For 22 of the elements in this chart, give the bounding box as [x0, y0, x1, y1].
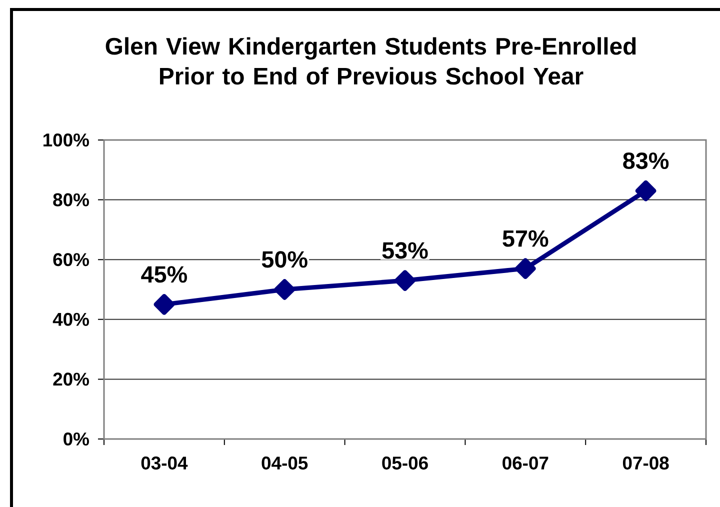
y-tick-label: 20% — [53, 372, 89, 386]
point — [394, 270, 416, 291]
y-tick-label: 60% — [53, 253, 89, 266]
y-tick-label: 100% — [43, 133, 89, 147]
chart-title: Glen View Kindergarten Students Pre-Enrolled Prior to End of Previous School Year — [106, 37, 636, 85]
x-tick-label: 07-08 — [622, 456, 669, 470]
data-label: 83% — [623, 152, 669, 170]
y-tick-label: 80% — [53, 193, 89, 206]
point — [154, 294, 175, 315]
point — [274, 279, 296, 300]
y-tick-label: 40% — [52, 312, 89, 326]
x-tick-label: 03-04 — [141, 456, 188, 470]
x-tick-label: 05-06 — [382, 456, 428, 470]
x-tick-label: 06-07 — [502, 456, 548, 470]
data-label: 50% — [262, 251, 308, 268]
data-label: 53% — [382, 242, 428, 259]
point — [514, 258, 536, 280]
data-label: 57% — [502, 230, 548, 247]
y-tick-label: 0% — [64, 432, 89, 446]
x-tick-label: 04-05 — [262, 456, 308, 470]
point — [635, 180, 656, 202]
data-label: 45% — [141, 266, 187, 283]
